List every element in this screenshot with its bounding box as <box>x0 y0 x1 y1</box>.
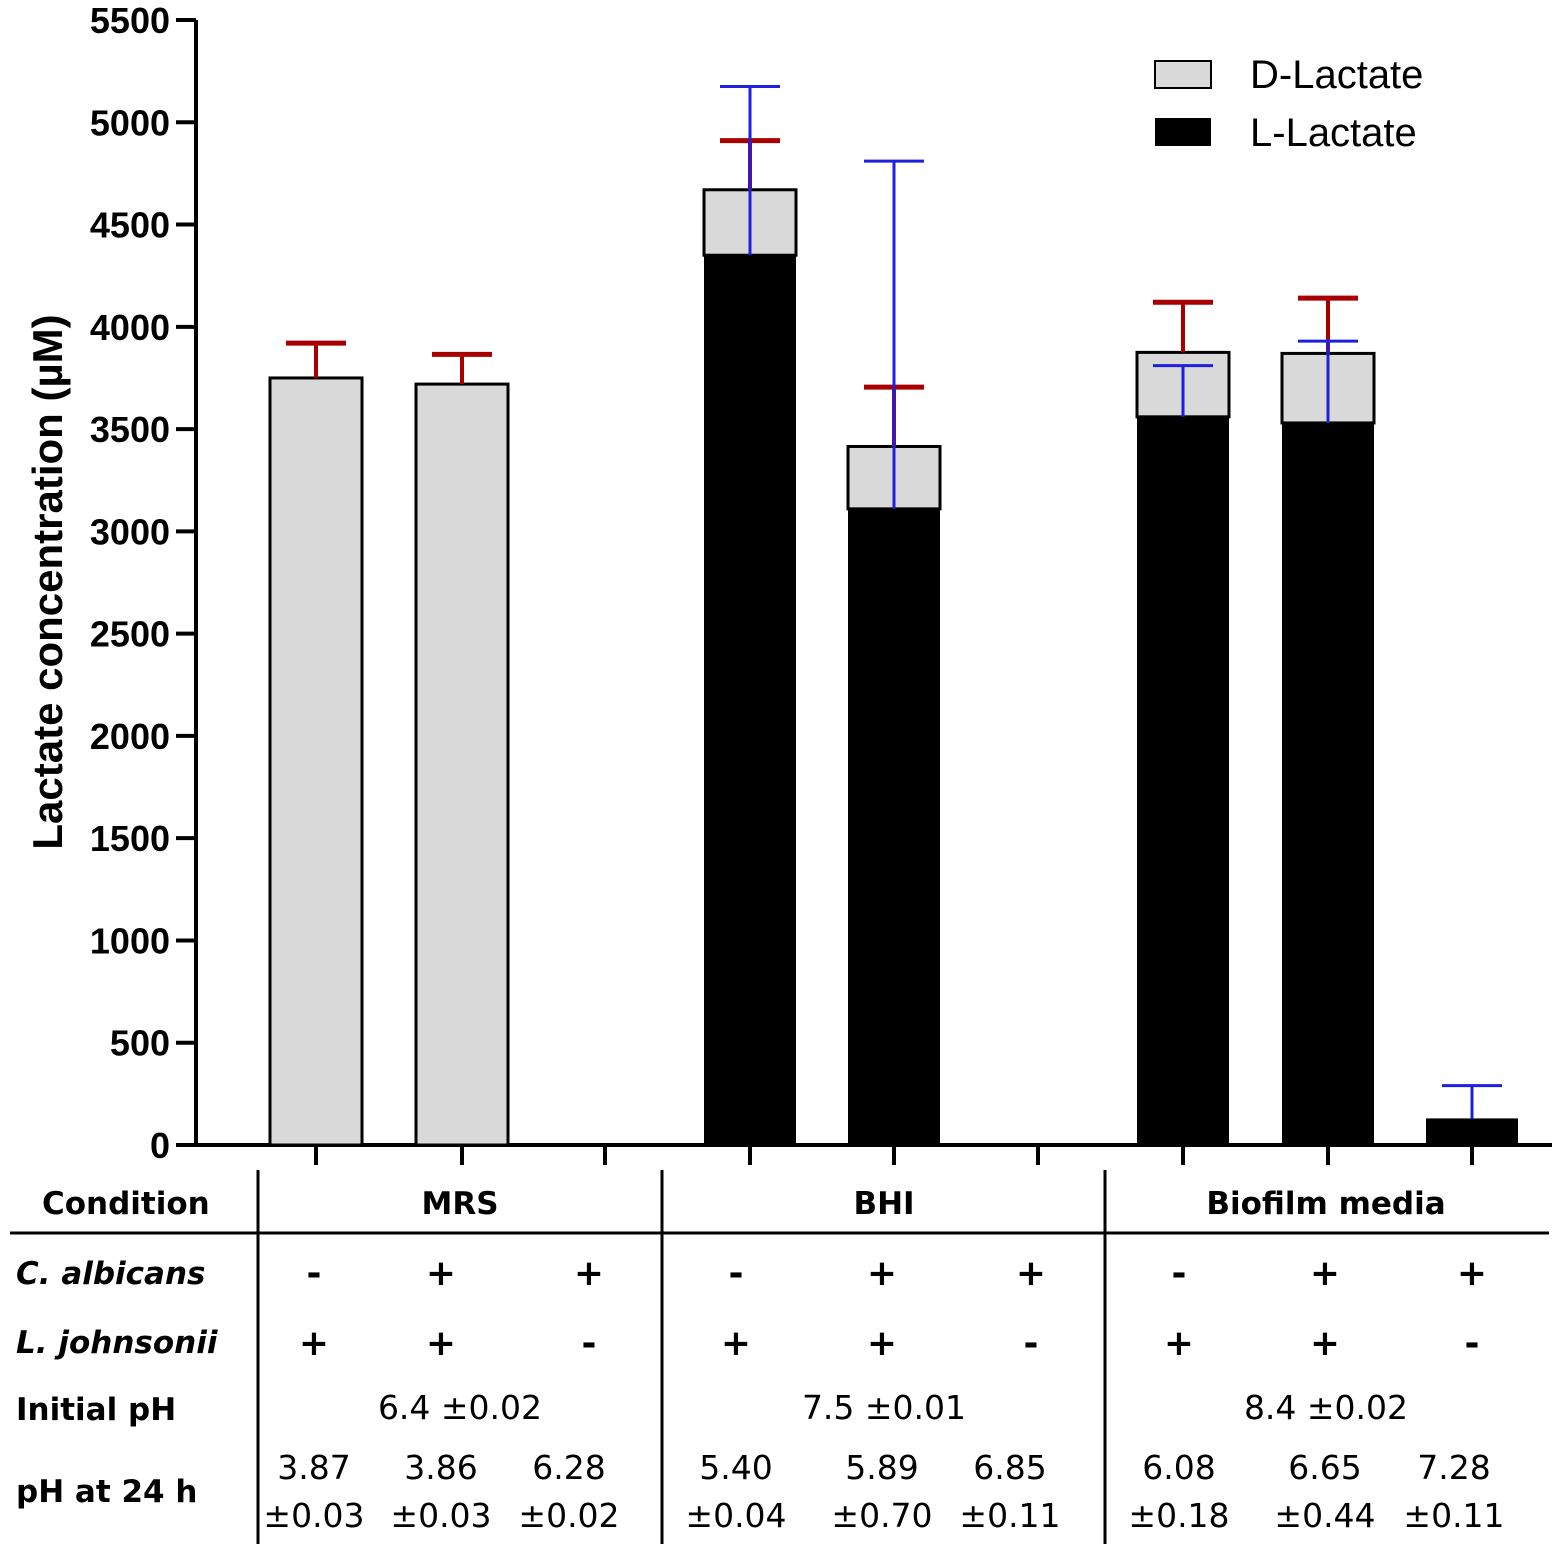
initial-ph-mrs: 6.4 ±0.02 <box>378 1388 542 1427</box>
row-header-condition: Condition <box>42 1186 210 1222</box>
y-axis-title: Lactate concentration (µM) <box>24 314 71 849</box>
row-header-initial-ph: Initial pH <box>16 1392 176 1428</box>
l-johnsonii-cell-5: + <box>867 1323 897 1364</box>
bar-l-lactate-7 <box>1137 416 1229 1145</box>
ph-24h-mean-3: 6.28 <box>532 1448 605 1487</box>
ph-24h-sd-8: ±0.44 <box>1274 1496 1375 1535</box>
c-albicans-cell-8: + <box>1310 1253 1340 1294</box>
ph-24h-mean-4: 5.40 <box>699 1448 772 1487</box>
ph-24h-sd-6: ±0.11 <box>959 1496 1060 1535</box>
initial-ph-biofilm: 8.4 ±0.02 <box>1244 1388 1408 1427</box>
c-albicans-cell-4: - <box>729 1253 744 1294</box>
y-tick-label-2000: 2000 <box>90 716 170 757</box>
legend-label-l-lactate: L-Lactate <box>1250 111 1417 155</box>
bar-l-lactate-9 <box>1426 1118 1518 1145</box>
y-tick-label-4000: 4000 <box>90 307 170 348</box>
ph-24h-sd-7: ±0.18 <box>1128 1496 1229 1535</box>
c-albicans-cell-3: + <box>574 1253 604 1294</box>
row-header-c-albicans: C. albicans <box>16 1256 206 1292</box>
group-label-mrs: MRS <box>421 1186 498 1222</box>
ph-24h-mean-1: 3.87 <box>277 1448 350 1487</box>
c-albicans-cell-5: + <box>867 1253 897 1294</box>
group-label-bhi: BHI <box>853 1186 914 1222</box>
row-header-l-johnsonii: L. johnsonii <box>16 1325 218 1361</box>
bars <box>268 188 1518 1147</box>
ph-24h-sd-4: ±0.04 <box>685 1496 786 1535</box>
l-johnsonii-cell-6: - <box>1024 1323 1039 1364</box>
bar-d-lactate-2 <box>414 382 510 1147</box>
l-johnsonii-cell-4: + <box>721 1323 751 1364</box>
ph-24h-mean-5: 5.89 <box>845 1448 918 1487</box>
bar-l-lactate-4 <box>704 255 796 1145</box>
error-bar-d-lactate-7 <box>1153 299 1213 353</box>
y-tick-label-1500: 1500 <box>90 818 170 859</box>
y-tick-label-500: 500 <box>110 1023 170 1064</box>
y-tick-label-2500: 2500 <box>90 614 170 655</box>
error-bar-l-lactate-8 <box>1298 339 1358 423</box>
l-johnsonii-cell-3: - <box>582 1323 597 1364</box>
l-johnsonii-cell-1: + <box>299 1323 329 1364</box>
initial-ph-bhi: 7.5 ±0.01 <box>802 1388 966 1427</box>
error-bar-l-lactate-7 <box>1153 364 1213 417</box>
l-johnsonii-cell-7: + <box>1164 1323 1194 1364</box>
error-bar-l-lactate-5 <box>864 159 924 509</box>
legend-swatch-l-lactate <box>1155 118 1211 146</box>
ph-24h-sd-3: ±0.02 <box>518 1496 619 1535</box>
bar-l-lactate-5 <box>848 508 940 1145</box>
ph-24h-mean-7: 6.08 <box>1142 1448 1215 1487</box>
group-label-biofilm-media: Biofilm media <box>1206 1186 1445 1222</box>
ph-24h-mean-6: 6.85 <box>973 1448 1046 1487</box>
y-tick-label-1000: 1000 <box>90 920 170 961</box>
error-bar-d-lactate-1 <box>286 340 346 378</box>
ph-24h-mean-2: 3.86 <box>404 1448 477 1487</box>
legend-label-d-lactate: D-Lactate <box>1250 53 1423 97</box>
bar-d-lactate-1 <box>268 376 364 1147</box>
c-albicans-cell-6: + <box>1016 1253 1046 1294</box>
y-tick-label-5500: 5500 <box>90 0 170 41</box>
l-johnsonii-cell-8: + <box>1310 1323 1340 1364</box>
ph-24h-mean-8: 6.65 <box>1288 1448 1361 1487</box>
y-tick-label-3500: 3500 <box>90 409 170 450</box>
legend-swatch-d-lactate <box>1154 60 1212 89</box>
axes: 0 500 1000 1500 2000 2500 3000 3500 4000 4500 5000… <box>90 0 1552 1166</box>
error-bars <box>286 84 1502 1119</box>
c-albicans-cell-7: - <box>1172 1253 1187 1294</box>
l-johnsonii-cell-9: - <box>1465 1323 1480 1364</box>
y-tick-label-4500: 4500 <box>90 205 170 246</box>
ph-24h-sd-5: ±0.70 <box>831 1496 932 1535</box>
row-header-ph-24h: pH at 24 h <box>16 1474 197 1510</box>
error-bar-l-lactate-9 <box>1442 1084 1502 1119</box>
y-tick-label-0: 0 <box>150 1125 170 1166</box>
l-johnsonii-cell-2: + <box>426 1323 456 1364</box>
ph-24h-sd-9: ±0.11 <box>1403 1496 1504 1535</box>
c-albicans-cell-2: + <box>426 1253 456 1294</box>
error-bar-l-lactate-4 <box>720 84 780 256</box>
y-tick-label-3000: 3000 <box>90 511 170 552</box>
ph-24h-sd-2: ±0.03 <box>390 1496 491 1535</box>
y-tick-label-5000: 5000 <box>90 102 170 143</box>
ph-24h-sd-1: ±0.03 <box>263 1496 364 1535</box>
legend: D-Lactate L-Lactate <box>1154 53 1423 155</box>
c-albicans-cell-1: - <box>307 1253 322 1294</box>
c-albicans-cell-9: + <box>1457 1253 1487 1294</box>
error-bar-d-lactate-2 <box>432 351 492 385</box>
ph-24h-mean-9: 7.28 <box>1417 1448 1490 1487</box>
condition-table: Condition C. albicans L. johnsonii Initi… <box>10 1170 1549 1544</box>
bar-l-lactate-8 <box>1282 422 1374 1145</box>
